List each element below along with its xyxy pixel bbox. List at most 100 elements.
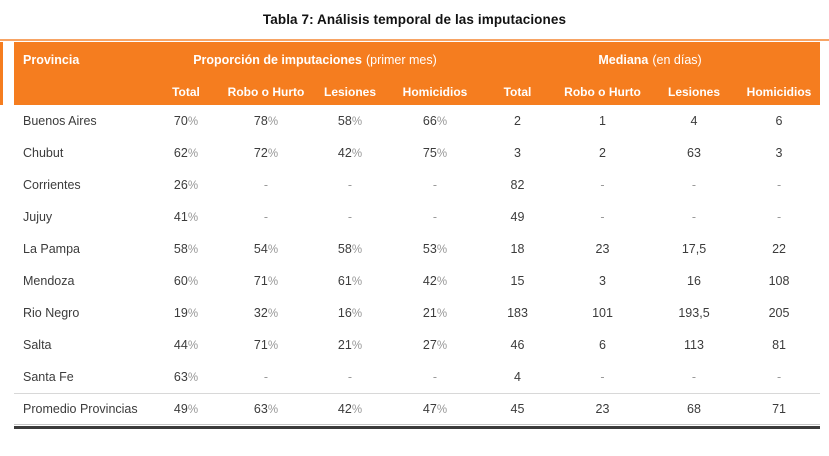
table-row: Santa Fe 63% - - - 4 - - - — [14, 361, 820, 393]
value-cell: 205 — [768, 306, 790, 320]
group-header-proporcion: Proporción de imputaciones (primer mes) — [150, 42, 480, 78]
provincia-cell: Rio Negro — [23, 306, 80, 320]
value-cell: 62% — [173, 146, 199, 160]
value-cell: - — [432, 369, 438, 384]
column-header-homicidios-2: Homicidios — [746, 84, 812, 99]
column-header-total-1: Total — [172, 84, 200, 99]
column-header-row: Total Robo o Hurto Lesiones Homicidios T… — [14, 78, 820, 105]
table-row: Jujuy 41% - - - 49 - - - — [14, 201, 820, 233]
provincia-cell: La Pampa — [23, 242, 80, 256]
value-cell: 82 — [510, 178, 525, 192]
value-cell: 26% — [173, 178, 199, 192]
column-header-lesiones-1: Lesiones — [323, 84, 377, 99]
value-cell: 72% — [253, 146, 279, 160]
value-cell: 42% — [337, 146, 363, 160]
provincia-cell: Santa Fe — [23, 369, 74, 384]
value-cell: - — [347, 210, 353, 224]
value-cell: 22 — [772, 242, 786, 256]
value-cell: - — [263, 178, 269, 192]
value-cell: - — [263, 369, 269, 384]
value-cell: 63% — [173, 369, 199, 384]
value-cell: 41% — [173, 210, 199, 224]
value-cell: 60% — [173, 274, 199, 288]
value-cell: 193,5 — [678, 306, 710, 320]
value-cell: - — [347, 178, 353, 192]
empty-corner-cell — [14, 78, 150, 105]
provincia-cell: Jujuy — [23, 210, 53, 224]
value-cell: 15 — [510, 274, 525, 288]
value-cell: 3 — [599, 274, 606, 288]
bottom-rule-dark — [14, 426, 820, 429]
provincia-cell: Promedio Provincias — [14, 392, 150, 424]
value-cell: 58% — [337, 114, 363, 128]
provincia-cell: Mendoza — [23, 274, 75, 288]
value-cell: 2 — [514, 114, 521, 128]
provincia-cell: Corrientes — [23, 178, 81, 192]
table-row: Mendoza 60% 71% 61% 42% 15 3 16 108 — [14, 265, 820, 297]
provincia-cell: Chubut — [23, 146, 64, 160]
value-cell: 58% — [337, 242, 363, 256]
column-header-robo-1: Robo o Hurto — [227, 84, 305, 99]
value-cell: - — [691, 210, 697, 224]
top-accent-rule — [0, 39, 829, 41]
value-cell: 63% — [222, 392, 310, 424]
value-cell: 71% — [253, 338, 279, 352]
value-cell: - — [600, 210, 605, 224]
table-header: Provincia Proporción de imputaciones (pri… — [14, 42, 821, 105]
column-header-homicidios-1: Homicidios — [402, 84, 468, 99]
table-row: Rio Negro 19% 32% 16% 21% 183 101 193,5 205 — [14, 297, 820, 329]
group-subtitle: (primer mes) — [365, 53, 437, 67]
provincia-header: Provincia — [23, 53, 80, 67]
table-row: Buenos Aires 70% 78% 58% 66% 2 1 4 6 — [14, 105, 820, 137]
value-cell: 4 — [690, 114, 698, 128]
group-title: Mediana — [598, 53, 649, 67]
value-cell: - — [600, 369, 605, 384]
table-row: Corrientes 26% - - - 82 - - - — [14, 169, 820, 201]
provincia-cell: Buenos Aires — [23, 114, 97, 128]
value-cell: 54% — [253, 242, 279, 256]
value-cell: 21% — [422, 306, 448, 320]
value-cell: - — [776, 210, 782, 224]
value-cell: 42% — [422, 274, 448, 288]
value-cell: - — [691, 178, 697, 192]
value-cell: 4 — [514, 369, 521, 384]
column-header-total-2: Total — [503, 84, 532, 99]
value-cell: - — [776, 178, 782, 192]
value-cell: 27% — [422, 338, 448, 352]
value-cell: 2 — [599, 146, 606, 160]
value-cell: 44% — [173, 338, 199, 352]
group-subtitle: (en días) — [652, 53, 702, 67]
value-cell: 18 — [510, 242, 525, 256]
value-cell: 53% — [422, 242, 448, 256]
value-cell: 23 — [555, 392, 650, 424]
table-body: Buenos Aires 70% 78% 58% 66% 2 1 4 6 Chubut 62% 72%… — [14, 105, 821, 424]
value-cell: 16% — [337, 306, 363, 320]
value-cell: 75% — [422, 146, 448, 160]
bottom-rule-light — [14, 424, 820, 425]
group-header-mediana: Mediana (en días) — [480, 42, 820, 78]
table-row: Chubut 62% 72% 42% 75% 3 2 63 3 — [14, 137, 820, 169]
value-cell: 17,5 — [681, 242, 707, 256]
value-cell: 23 — [595, 242, 610, 256]
value-cell: 16 — [687, 274, 701, 288]
value-cell: 6 — [775, 114, 783, 128]
value-cell: 183 — [507, 306, 528, 320]
table-row: Salta 44% 71% 21% 27% 46 6 113 81 — [14, 329, 820, 361]
column-header-robo-2: Robo o Hurto — [564, 84, 641, 99]
value-cell: - — [776, 369, 782, 384]
value-cell: 61% — [337, 274, 363, 288]
data-table-container: Provincia Proporción de imputaciones (pri… — [14, 42, 821, 429]
value-cell: 81 — [772, 338, 786, 352]
value-cell: 42% — [310, 392, 390, 424]
group-title: Proporción de imputaciones — [193, 53, 362, 67]
group-header-row: Provincia Proporción de imputaciones (pri… — [14, 42, 820, 78]
value-cell: 19% — [173, 306, 199, 320]
summary-row: Promedio Provincias 49% 63% 42% 47% 45 23 68 71 — [14, 392, 821, 424]
table-row: La Pampa 58% 54% 58% 53% 18 23 17,5 22 — [14, 233, 820, 265]
value-cell: 49 — [510, 210, 525, 224]
data-table: Provincia Proporción de imputaciones (pri… — [14, 42, 821, 424]
value-cell: 63 — [687, 146, 701, 160]
value-cell: 108 — [768, 274, 790, 288]
value-cell: 70% — [173, 114, 199, 128]
value-cell: 49% — [150, 392, 222, 424]
